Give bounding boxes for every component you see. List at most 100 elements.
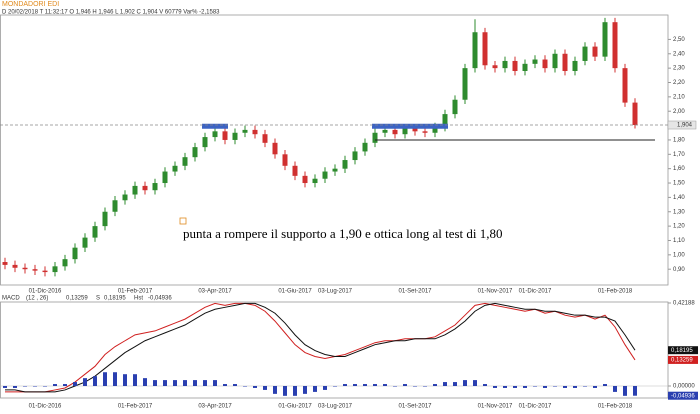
y-tick-label: 1,30	[673, 209, 685, 215]
macd-panel	[0, 301, 669, 399]
histogram-bar	[443, 382, 447, 386]
last-price-label: 1,904	[677, 123, 693, 129]
y-tick-label: 2,20	[673, 80, 685, 86]
candle-body	[602, 22, 608, 57]
candle-body	[272, 142, 278, 155]
annotation-marker	[179, 217, 187, 225]
value-box-label: 0,18195	[671, 348, 693, 354]
histogram-bar	[93, 376, 97, 386]
candle-body	[542, 59, 548, 69]
candle-body	[442, 114, 448, 128]
candle-body	[192, 147, 198, 158]
y-tick-label: 2,50	[673, 37, 685, 43]
histogram-bar	[603, 384, 607, 386]
histogram-bar	[503, 386, 507, 388]
x-tick-label: 01-Nov-2017	[478, 404, 513, 410]
candle-body	[22, 267, 28, 270]
histogram-bar	[403, 384, 407, 386]
x-tick-label: 01-Giu-2017	[278, 404, 312, 410]
candle-body	[262, 134, 268, 143]
histogram-bar	[583, 386, 587, 387]
histogram-bar	[493, 386, 497, 388]
x-tick-label: 03-Lug-2017	[318, 289, 353, 295]
y-tick-label: 1,70	[673, 152, 685, 158]
histogram-bar	[483, 384, 487, 386]
histogram-bar	[293, 386, 297, 396]
y-tick-label: 1,50	[673, 181, 685, 187]
candle-body	[362, 142, 368, 152]
legend-value: -0,04936	[148, 296, 172, 302]
histogram-bar	[83, 378, 87, 386]
candle-body	[612, 22, 618, 69]
macd-line	[5, 302, 636, 393]
histogram-bar	[153, 380, 157, 386]
histogram-bar	[303, 386, 307, 394]
candle-body	[112, 200, 118, 212]
candle-body	[182, 157, 188, 166]
value-box	[668, 346, 698, 355]
histogram-bar	[543, 386, 547, 388]
histogram-bar	[453, 382, 457, 386]
y-tick-label: 2,00	[673, 109, 685, 115]
histogram-bar	[63, 384, 67, 386]
histogram-bar	[213, 380, 217, 386]
y-tick-label: 2,40	[673, 51, 685, 57]
candle-body	[222, 131, 228, 140]
indicator-title: MACD	[2, 296, 20, 302]
histogram-bar	[463, 380, 467, 386]
value-box-label: -0,04936	[671, 393, 695, 399]
x-tick-label: 01-Feb-2018	[598, 404, 633, 410]
histogram-bar	[13, 386, 17, 388]
candle-body	[202, 137, 208, 148]
y-tick-label: 0,00000	[673, 384, 695, 390]
histogram-bar	[563, 386, 567, 388]
value-box	[668, 391, 698, 400]
x-tick-label: 01-Giu-2017	[278, 289, 312, 295]
symbol: MONDADORI EDI	[2, 1, 59, 8]
x-tick-label: 01-Dic-2016	[29, 289, 62, 295]
histogram-bar	[123, 374, 127, 386]
candle-body	[432, 127, 438, 133]
histogram-bar	[253, 386, 257, 388]
candle-body	[292, 165, 298, 176]
histogram-bar	[383, 384, 387, 386]
candle-body	[452, 99, 458, 115]
candle-body	[142, 185, 148, 191]
histogram-bar	[323, 386, 327, 390]
y-tick-label: 1,10	[673, 238, 685, 244]
y-tick-label: 0,90	[673, 267, 685, 273]
x-tick-label: 01-Feb-2017	[118, 289, 153, 295]
histogram-bar	[233, 384, 237, 386]
histogram-bar	[633, 386, 637, 396]
candle-body	[322, 171, 328, 179]
histogram-bar	[413, 386, 417, 387]
candle-body	[372, 132, 378, 143]
histogram-bar	[173, 380, 177, 386]
histogram-bar	[473, 380, 477, 386]
y-tick-label: 2,30	[673, 66, 685, 72]
candle-body	[352, 151, 358, 161]
x-tick-label: 01-Set-2017	[398, 404, 432, 410]
histogram-bar	[193, 380, 197, 386]
candle-body	[472, 32, 478, 69]
histogram-bar	[613, 386, 617, 392]
histogram-bar	[3, 386, 7, 388]
histogram-bar	[593, 386, 597, 388]
candle-body	[582, 46, 588, 61]
candle-body	[382, 129, 388, 133]
histogram-bar	[263, 386, 267, 390]
histogram-bar	[523, 386, 527, 388]
histogram-bar	[23, 386, 27, 387]
histogram-bar	[313, 386, 317, 392]
candle-body	[152, 183, 158, 191]
candle-body	[632, 102, 638, 126]
price-panel	[0, 14, 669, 286]
candle-body	[392, 129, 398, 135]
candle-body	[242, 129, 248, 133]
quote-info: D 20/02/2018 T 11:32:17 O 1,946 H 1,946 …	[2, 10, 220, 16]
candle-body	[92, 226, 98, 238]
histogram-bar	[243, 386, 247, 387]
histogram-bar	[353, 384, 357, 386]
y-tick-label: 0,42188	[673, 301, 695, 307]
